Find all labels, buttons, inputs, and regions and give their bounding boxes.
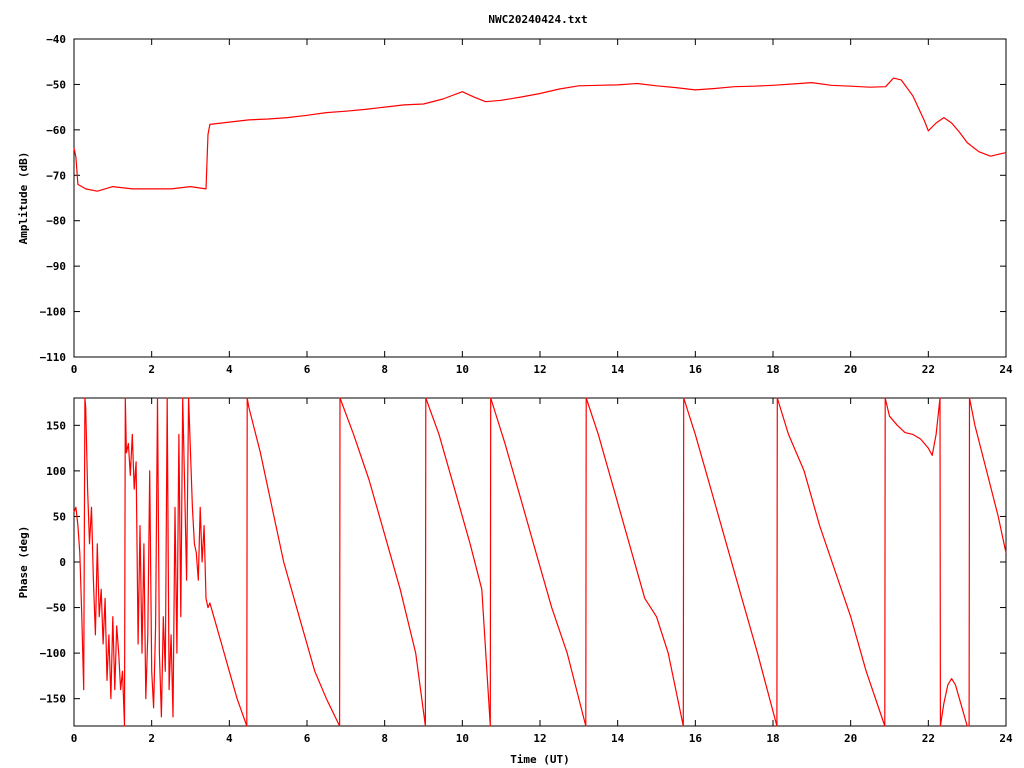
amplitude-x-tick-label: 20 [844,363,857,376]
chart-title: NWC20240424.txt [488,13,587,26]
amplitude-y-tick-label: −110 [40,351,67,364]
phase-x-tick-label: 8 [381,732,388,745]
amplitude-y-tick-label: −80 [46,215,66,228]
phase-x-tick-label: 18 [766,732,779,745]
phase-x-tick-label: 12 [533,732,546,745]
phase-x-tick-label: 4 [226,732,233,745]
phase-y-tick-label: 50 [53,510,66,523]
amplitude-x-tick-label: 6 [304,363,311,376]
phase-y-tick-label: 0 [59,556,66,569]
amplitude-x-tick-label: 0 [71,363,78,376]
amplitude-y-tick-label: −100 [40,306,67,319]
amplitude-y-tick-label: −70 [46,169,66,182]
phase-x-tick-label: 10 [456,732,469,745]
phase-x-tick-label: 14 [611,732,625,745]
phase-x-axis-label: Time (UT) [510,753,570,766]
amplitude-series-line [73,77,1007,192]
amplitude-y-tick-label: −60 [46,124,66,137]
amplitude-x-tick-label: 10 [456,363,469,376]
phase-x-tick-label: 16 [689,732,703,745]
amplitude-axis-ticks: 0 2 4 6 8 10 12 14 16 18 20 22 24−110−100−90−80−70−6… [40,33,1013,376]
phase-y-tick-label: 100 [46,465,66,478]
amplitude-y-axis-label: Amplitude (dB) [17,152,30,245]
amplitude-x-tick-label: 2 [148,363,155,376]
amplitude-x-tick-label: 8 [381,363,388,376]
phase-y-tick-label: 150 [46,419,66,432]
amplitude-x-tick-label: 12 [533,363,546,376]
phase-x-tick-label: 2 [148,732,155,745]
amplitude-y-tick-label: −40 [46,33,66,46]
phase-x-tick-label: 24 [999,732,1013,745]
amplitude-x-tick-label: 18 [766,363,779,376]
amplitude-x-tick-label: 14 [611,363,625,376]
phase-y-axis-label: Phase (deg) [17,526,30,599]
amplitude-x-tick-label: 22 [922,363,935,376]
amplitude-x-tick-label: 4 [226,363,233,376]
amplitude-y-tick-label: −90 [46,260,66,273]
phase-y-tick-label: −100 [40,647,67,660]
amplitude-x-tick-label: 16 [689,363,703,376]
phase-x-tick-label: 0 [71,732,78,745]
phase-axis-ticks: 0 2 4 6 8 10 12 14 16 18 20 22 24−150−100−5005010015… [40,398,1013,745]
phase-plot-frame [73,397,1007,727]
phase-x-tick-label: 6 [304,732,311,745]
amplitude-plot: 0 2 4 6 8 10 12 14 16 18 20 22 24−110−100−90−80−70−6… [17,33,1013,376]
phase-x-tick-label: 22 [922,732,935,745]
phase-series-line [73,397,1007,727]
phase-y-tick-label: −50 [46,602,66,615]
phase-y-tick-label: −150 [40,693,67,706]
phase-plot: 0 2 4 6 8 10 12 14 16 18 20 22 24−150−100−5005010015… [17,397,1013,766]
amplitude-x-tick-label: 24 [999,363,1013,376]
phase-x-tick-label: 20 [844,732,857,745]
amplitude-y-tick-label: −50 [46,78,66,91]
